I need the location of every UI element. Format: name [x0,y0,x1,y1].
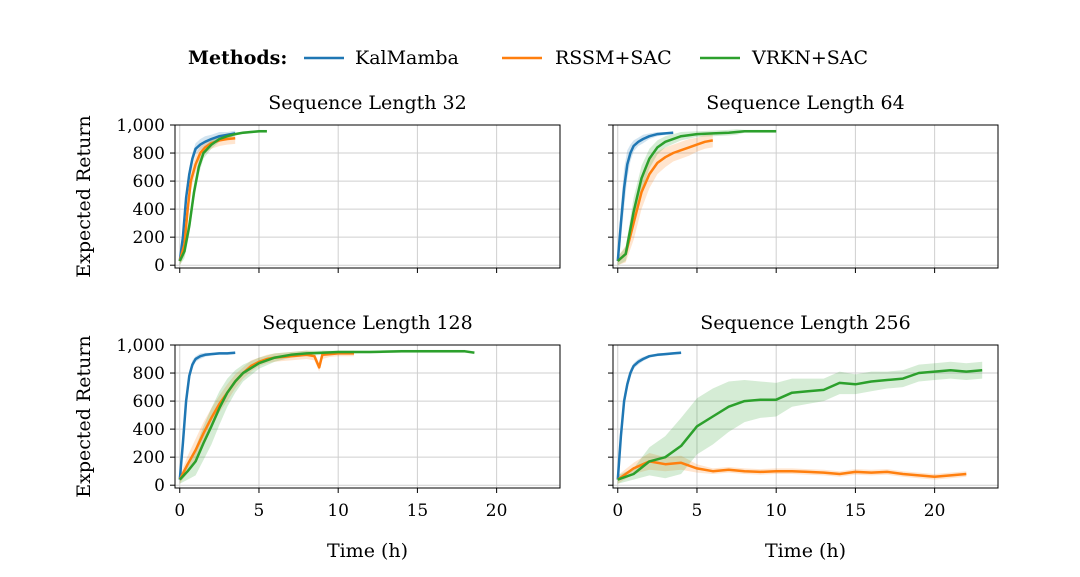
chart-title: Sequence Length 64 [706,92,904,114]
band-vrkn-sac [179,129,267,266]
x-tick-label: 5 [692,501,703,521]
band-vrkn-sac [179,349,475,484]
y-axis-label: Expected Return [73,335,95,497]
chart-panel-1: Sequence Length 64 [608,92,999,273]
series-line-vrkn-sac [178,350,475,481]
chart-title: Sequence Length 128 [262,312,473,334]
y-tick-label: 0 [154,476,165,496]
series-line-kalmamba [616,131,674,262]
y-tick-label: 1,000 [116,336,165,356]
y-tick-label: 400 [133,420,165,440]
chart-panel-0: 0 200 400 600 800 1,000 Sequence Length 32 Expe… [73,92,561,278]
plot-frame [612,124,999,269]
series-line-rssm-sac [178,352,354,481]
y-axis-label: Expected Return [73,115,95,277]
x-tick-label: 10 [765,501,787,521]
band-rssm-sac [617,453,967,484]
y-tick-label: 200 [133,228,165,248]
series-line-vrkn-sac [616,130,777,262]
y-tick-label: 600 [133,392,165,412]
series-line-vrkn-sac [617,368,983,481]
x-tick-label: 5 [254,501,265,521]
series-line-rssm-sac [617,460,967,481]
legend-label-rssm-sac: RSSM+SAC [555,47,672,69]
y-tick-label: 800 [133,144,165,164]
y-tick-label: 600 [133,172,165,192]
band-rssm-sac [179,350,354,484]
series-line-kalmamba [616,351,682,480]
band-rssm-sac [179,132,236,266]
y-tick-label: 400 [133,200,165,220]
x-axis-label: Time (h) [327,540,408,562]
x-tick-label: 20 [924,501,946,521]
x-tick-label: 0 [612,501,623,521]
chart-title: Sequence Length 32 [268,92,466,114]
legend-label-kalmamba: KalMamba [355,47,459,69]
band-vrkn-sac [617,361,983,484]
series-line-kalmamba [178,132,236,262]
chart-title: Sequence Length 256 [700,312,911,334]
plot-frame [174,344,561,489]
x-tick-label: 10 [327,501,349,521]
x-tick-label: 20 [486,501,508,521]
y-tick-label: 0 [154,256,165,276]
series-line-rssm-sac [616,139,714,262]
plot-frame [612,344,999,489]
legend-title: Methods: [188,47,287,69]
legend: Methods: KalMamba RSSM+SAC VRKN+SAC [188,47,868,69]
chart-panel-3: 0 5 10 15 20 Sequence Length 256 Time (h) [608,312,999,562]
x-axis-label: Time (h) [765,540,846,562]
series-line-vrkn-sac [178,130,267,262]
y-tick-label: 1,000 [116,116,165,136]
x-tick-label: 15 [407,501,429,521]
y-tick-label: 200 [133,448,165,468]
plot-frame [174,124,561,269]
x-tick-label: 15 [845,501,867,521]
x-tick-label: 0 [174,501,185,521]
series-line-kalmamba [178,351,236,480]
legend-label-vrkn-sac: VRKN+SAC [751,47,868,69]
series-line-rssm-sac [178,137,236,262]
y-tick-label: 800 [133,364,165,384]
